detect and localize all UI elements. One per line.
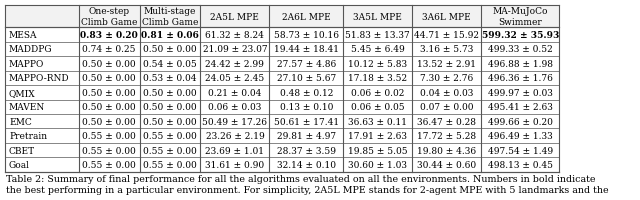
Bar <box>269 6 343 28</box>
Text: 61.32 ± 8.24: 61.32 ± 8.24 <box>205 31 264 40</box>
Text: 0.50 ± 0.00: 0.50 ± 0.00 <box>143 117 196 126</box>
Text: 496.49 ± 1.33: 496.49 ± 1.33 <box>488 132 553 140</box>
Text: 23.69 ± 1.01: 23.69 ± 1.01 <box>205 146 264 155</box>
Text: 10.12 ± 5.83: 10.12 ± 5.83 <box>348 60 407 68</box>
Text: 2A5L MPE: 2A5L MPE <box>211 13 259 21</box>
Text: 23.26 ± 2.19: 23.26 ± 2.19 <box>205 132 264 140</box>
Text: 50.61 ± 17.41: 50.61 ± 17.41 <box>274 117 339 126</box>
Text: 497.54 ± 1.49: 497.54 ± 1.49 <box>488 146 553 155</box>
Text: Goal: Goal <box>9 160 30 169</box>
Text: 0.55 ± 0.00: 0.55 ± 0.00 <box>83 132 136 140</box>
Text: 0.55 ± 0.00: 0.55 ± 0.00 <box>83 160 136 169</box>
Text: 0.83 ± 0.20: 0.83 ± 0.20 <box>80 31 138 40</box>
Text: 19.85 ± 5.05: 19.85 ± 5.05 <box>348 146 408 155</box>
Text: 36.47 ± 0.28: 36.47 ± 0.28 <box>417 117 476 126</box>
Text: 0.50 ± 0.00: 0.50 ± 0.00 <box>83 117 136 126</box>
Text: 0.06 ± 0.03: 0.06 ± 0.03 <box>208 103 262 112</box>
Text: 0.06 ± 0.05: 0.06 ± 0.05 <box>351 103 404 112</box>
Text: 58.73 ± 10.16: 58.73 ± 10.16 <box>274 31 339 40</box>
Text: 50.49 ± 17.26: 50.49 ± 17.26 <box>202 117 268 126</box>
Text: 13.52 ± 2.91: 13.52 ± 2.91 <box>417 60 476 68</box>
Text: EMC: EMC <box>9 117 32 126</box>
Text: 5.45 ± 6.49: 5.45 ± 6.49 <box>351 45 404 54</box>
Text: 27.57 ± 4.86: 27.57 ± 4.86 <box>276 60 336 68</box>
Text: 0.55 ± 0.00: 0.55 ± 0.00 <box>143 160 196 169</box>
Text: 31.61 ± 0.90: 31.61 ± 0.90 <box>205 160 264 169</box>
Text: MAPPO-RND: MAPPO-RND <box>9 74 70 83</box>
Text: 3.16 ± 5.73: 3.16 ± 5.73 <box>420 45 474 54</box>
Text: 0.50 ± 0.00: 0.50 ± 0.00 <box>83 74 136 83</box>
Text: 0.13 ± 0.10: 0.13 ± 0.10 <box>280 103 333 112</box>
Text: CBET: CBET <box>9 146 35 155</box>
Text: 17.72 ± 5.28: 17.72 ± 5.28 <box>417 132 476 140</box>
Text: 0.21 ± 0.04: 0.21 ± 0.04 <box>208 88 262 97</box>
Text: 0.04 ± 0.03: 0.04 ± 0.03 <box>420 88 474 97</box>
Text: 496.88 ± 1.98: 496.88 ± 1.98 <box>488 60 553 68</box>
Text: 495.41 ± 2.63: 495.41 ± 2.63 <box>488 103 553 112</box>
Text: 17.18 ± 3.52: 17.18 ± 3.52 <box>348 74 407 83</box>
Text: 599.32 ± 35.93: 599.32 ± 35.93 <box>482 31 559 40</box>
Text: 3A6L MPE: 3A6L MPE <box>422 13 471 21</box>
Text: QMIX: QMIX <box>9 88 36 97</box>
Bar <box>79 6 140 28</box>
Text: 0.55 ± 0.00: 0.55 ± 0.00 <box>83 146 136 155</box>
Text: 17.91 ± 2.63: 17.91 ± 2.63 <box>348 132 407 140</box>
Text: One-step
Climb Game: One-step Climb Game <box>81 7 138 27</box>
Bar <box>5 6 79 28</box>
Text: MAVEN: MAVEN <box>9 103 45 112</box>
Text: MAPPO: MAPPO <box>9 60 44 68</box>
Bar <box>140 6 200 28</box>
Text: 0.06 ± 0.02: 0.06 ± 0.02 <box>351 88 404 97</box>
Text: 24.42 ± 2.99: 24.42 ± 2.99 <box>205 60 264 68</box>
Text: 29.81 ± 4.97: 29.81 ± 4.97 <box>276 132 336 140</box>
Text: 30.44 ± 0.60: 30.44 ± 0.60 <box>417 160 476 169</box>
Text: 2A6L MPE: 2A6L MPE <box>282 13 331 21</box>
Text: 0.50 ± 0.00: 0.50 ± 0.00 <box>83 60 136 68</box>
Text: 0.55 ± 0.00: 0.55 ± 0.00 <box>143 146 196 155</box>
Text: 32.14 ± 0.10: 32.14 ± 0.10 <box>276 160 336 169</box>
Text: 0.55 ± 0.00: 0.55 ± 0.00 <box>143 132 196 140</box>
Text: 0.50 ± 0.00: 0.50 ± 0.00 <box>143 45 196 54</box>
Text: 27.10 ± 5.67: 27.10 ± 5.67 <box>276 74 336 83</box>
Text: 0.07 ± 0.00: 0.07 ± 0.00 <box>420 103 474 112</box>
Text: 7.30 ± 2.76: 7.30 ± 2.76 <box>420 74 474 83</box>
Text: 499.66 ± 0.20: 499.66 ± 0.20 <box>488 117 553 126</box>
Text: Multi-stage
Climb Game: Multi-stage Climb Game <box>141 7 198 27</box>
Text: 0.74 ± 0.25: 0.74 ± 0.25 <box>83 45 136 54</box>
Text: 36.63 ± 0.11: 36.63 ± 0.11 <box>348 117 407 126</box>
Bar <box>412 6 481 28</box>
Text: 24.05 ± 2.45: 24.05 ± 2.45 <box>205 74 264 83</box>
Text: 28.37 ± 3.59: 28.37 ± 3.59 <box>276 146 336 155</box>
Text: 30.60 ± 1.03: 30.60 ± 1.03 <box>348 160 407 169</box>
Text: 496.36 ± 1.76: 496.36 ± 1.76 <box>488 74 553 83</box>
Bar <box>481 6 559 28</box>
Text: 0.50 ± 0.00: 0.50 ± 0.00 <box>83 103 136 112</box>
Text: 21.09 ± 23.07: 21.09 ± 23.07 <box>203 45 267 54</box>
Text: 0.48 ± 0.12: 0.48 ± 0.12 <box>280 88 333 97</box>
Bar <box>200 6 269 28</box>
Text: MESA: MESA <box>9 31 38 40</box>
Text: 0.81 ± 0.06: 0.81 ± 0.06 <box>141 31 199 40</box>
Text: 0.50 ± 0.00: 0.50 ± 0.00 <box>143 103 196 112</box>
Text: MA-MuJoCo
Swimmer: MA-MuJoCo Swimmer <box>493 7 548 27</box>
Text: 499.33 ± 0.52: 499.33 ± 0.52 <box>488 45 553 54</box>
Text: 44.71 ± 15.92: 44.71 ± 15.92 <box>414 31 479 40</box>
Text: 19.80 ± 4.36: 19.80 ± 4.36 <box>417 146 476 155</box>
Bar <box>343 6 412 28</box>
Text: 19.44 ± 18.41: 19.44 ± 18.41 <box>274 45 339 54</box>
Text: 0.50 ± 0.00: 0.50 ± 0.00 <box>83 88 136 97</box>
Text: 498.13 ± 0.45: 498.13 ± 0.45 <box>488 160 553 169</box>
Text: 0.50 ± 0.00: 0.50 ± 0.00 <box>143 88 196 97</box>
Text: 499.97 ± 0.03: 499.97 ± 0.03 <box>488 88 553 97</box>
Text: MADDPG: MADDPG <box>9 45 52 54</box>
Text: Table 2: Summary of final performance for all the algorithms evaluated on all th: Table 2: Summary of final performance fo… <box>6 174 596 183</box>
Text: 0.53 ± 0.04: 0.53 ± 0.04 <box>143 74 196 83</box>
Text: the best performing in a particular environment. For simplicity, 2A5L MPE stands: the best performing in a particular envi… <box>6 185 609 194</box>
Text: 3A5L MPE: 3A5L MPE <box>353 13 402 21</box>
Text: Pretrain: Pretrain <box>9 132 47 140</box>
Text: 51.83 ± 13.37: 51.83 ± 13.37 <box>345 31 410 40</box>
Text: 0.54 ± 0.05: 0.54 ± 0.05 <box>143 60 196 68</box>
